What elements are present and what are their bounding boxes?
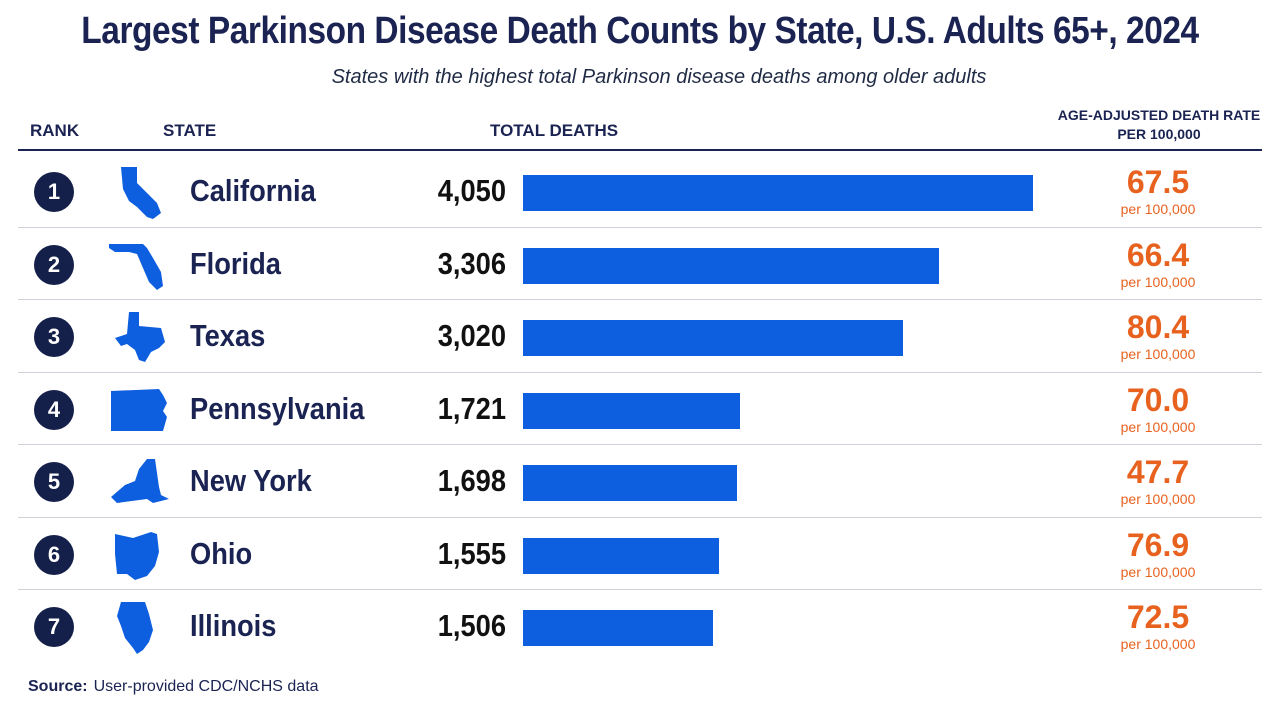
rank-badge: 2	[34, 244, 74, 285]
chart-title: Largest Parkinson Disease Death Counts b…	[81, 10, 1199, 52]
death-rate-unit: per 100,000	[1120, 563, 1196, 580]
california-shape-icon	[106, 163, 172, 221]
table-row: 7 Illinois 1,506 72.5 per 100,000	[18, 590, 1262, 662]
total-deaths-value: 1,555	[437, 535, 506, 571]
column-header-death-rate: AGE-ADJUSTED DEATH RATE PER 100,000	[1050, 106, 1268, 144]
header-divider	[18, 149, 1262, 151]
total-deaths-value: 1,698	[437, 463, 506, 498]
bar	[523, 610, 713, 646]
illinois-shape-icon	[106, 598, 172, 656]
rank-badge: 4	[34, 389, 74, 430]
table-row: 1 California 4,050 67.5 per 100,000	[18, 155, 1262, 227]
rank-badge: 5	[34, 462, 74, 502]
new-york-shape-icon	[106, 453, 172, 511]
death-rate-value: 47.7	[1126, 454, 1190, 490]
row-divider	[18, 299, 1262, 300]
row-divider	[18, 516, 1262, 518]
table-row: 3 Texas 3,020 80.4 per 100,000	[18, 300, 1262, 372]
chart-subtitle: States with the highest total Parkinson …	[331, 66, 987, 88]
death-rate-value: 70.0	[1126, 381, 1190, 418]
table-row: 2 Florida 3,306 66.4 per 100,000	[18, 228, 1262, 300]
pennsylvania-shape-icon	[106, 381, 172, 439]
bar	[523, 392, 740, 429]
state-name: Pennsylvania	[190, 390, 365, 426]
total-deaths-value: 1,721	[437, 390, 506, 426]
column-header-death-rate-line2: PER 100,000	[1117, 126, 1201, 142]
death-rate-value: 67.5	[1126, 164, 1190, 200]
column-header-total-deaths: TOTAL DEATHS	[490, 121, 619, 140]
row-divider	[18, 589, 1262, 590]
bar	[523, 320, 903, 356]
column-header-rank: RANK	[30, 121, 80, 140]
state-name: Illinois	[190, 608, 277, 643]
total-deaths-value: 3,020	[437, 318, 506, 353]
death-rate-unit: per 100,000	[1120, 636, 1196, 652]
rank-badge: 6	[34, 534, 74, 575]
bar	[523, 247, 939, 284]
texas-shape-icon	[106, 308, 172, 366]
row-divider	[18, 371, 1262, 373]
rank-badge: 1	[34, 172, 74, 212]
row-divider	[18, 444, 1262, 445]
ohio-shape-icon	[106, 526, 172, 584]
state-name: California	[190, 173, 316, 208]
total-deaths-value: 4,050	[437, 173, 506, 208]
total-deaths-value: 3,306	[437, 245, 506, 281]
death-rate-unit: per 100,000	[1120, 201, 1196, 217]
death-rate-unit: per 100,000	[1120, 273, 1196, 290]
state-name: New York	[190, 463, 312, 498]
death-rate-unit: per 100,000	[1120, 418, 1196, 435]
bar	[523, 465, 737, 501]
rank-badge: 3	[34, 317, 74, 357]
source-note: Source: User-provided CDC/NCHS data	[28, 678, 319, 696]
death-rate-value: 66.4	[1126, 236, 1190, 273]
total-deaths-value: 1,506	[437, 608, 506, 643]
state-name: Florida	[190, 245, 281, 281]
death-rate-value: 80.4	[1126, 309, 1190, 345]
row-divider	[18, 226, 1262, 228]
death-rate-value: 76.9	[1126, 526, 1190, 563]
table-row: 6 Ohio 1,555 76.9 per 100,000	[18, 518, 1262, 590]
death-rate-value: 72.5	[1126, 599, 1190, 635]
bar	[523, 537, 719, 574]
bar	[523, 175, 1033, 211]
death-rate-unit: per 100,000	[1120, 491, 1196, 507]
column-header-state: STATE	[163, 121, 217, 140]
table-row: 5 New York 1,698 47.7 per 100,000	[18, 445, 1262, 517]
florida-shape-icon	[106, 236, 172, 294]
rank-badge: 7	[34, 607, 74, 647]
death-rate-unit: per 100,000	[1120, 346, 1196, 362]
state-name: Ohio	[190, 535, 253, 571]
state-name: Texas	[190, 318, 266, 353]
source-label: Source:	[28, 678, 88, 695]
source-text: User-provided CDC/NCHS data	[93, 678, 319, 695]
table-row: 4 Pennsylvania 1,721 70.0 per 100,000	[18, 373, 1262, 445]
column-header-death-rate-line1: AGE-ADJUSTED DEATH RATE	[1057, 107, 1261, 123]
